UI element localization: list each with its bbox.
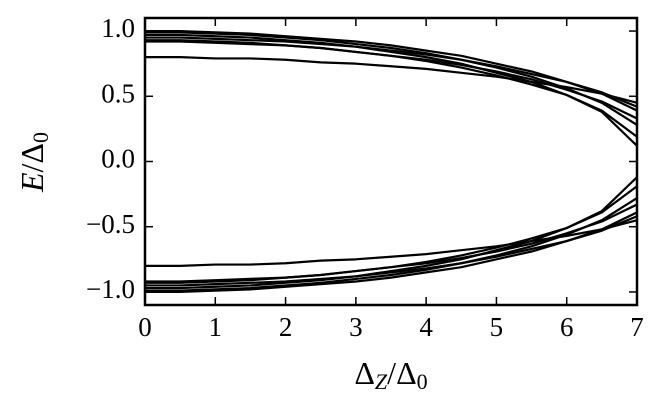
- x-tick-label: 3: [349, 312, 363, 342]
- y-tick-label: −1.0: [86, 274, 135, 304]
- x-tick-label: 0: [138, 312, 152, 342]
- y-tick-label: −0.5: [86, 209, 135, 239]
- x-tick-label: 2: [279, 312, 293, 342]
- x-tick-label: 6: [560, 312, 574, 342]
- line-series: [145, 219, 638, 267]
- line-series: [145, 56, 638, 104]
- y-tick-label: 0.5: [101, 78, 135, 108]
- x-tick-label: 1: [209, 312, 223, 342]
- y-axis-label: E/Δ0: [14, 132, 53, 193]
- line-series: [145, 36, 638, 108]
- x-tick-label: 4: [419, 312, 433, 342]
- y-tick-label: 0.0: [101, 144, 135, 174]
- x-axis-label: ΔZ/Δ0: [354, 355, 427, 394]
- plot-frame: [143, 16, 639, 307]
- x-tick-label: 7: [630, 312, 644, 342]
- line-series: [145, 215, 638, 287]
- y-tick-label: 1.0: [101, 13, 135, 43]
- x-tick-label: 5: [490, 312, 504, 342]
